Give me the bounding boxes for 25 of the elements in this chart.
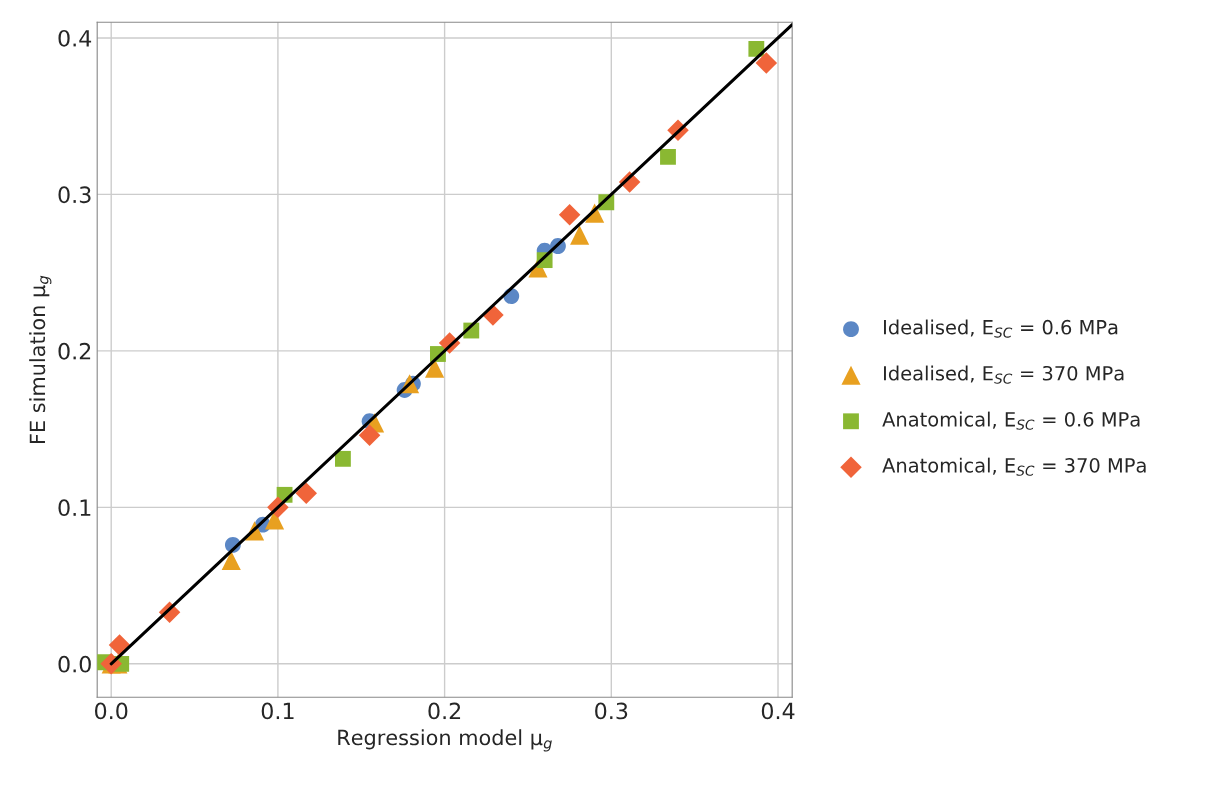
point bbox=[335, 450, 351, 467]
legend-label: Idealised, E$_{SC}$ = 0.6 MPa bbox=[884, 319, 1118, 338]
x-tick-label: 0.3 bbox=[595, 702, 628, 720]
legend-label: Anatomical, E$_{SC}$ = 370 MPa bbox=[882, 457, 1146, 476]
x-tick-label: 0.1 bbox=[261, 702, 294, 720]
point bbox=[660, 148, 676, 165]
x-tick-label: 0.4 bbox=[761, 702, 795, 720]
x-tick-label: 0.2 bbox=[428, 702, 461, 720]
point bbox=[755, 52, 778, 74]
y-axis-title: FE simulation μ$_{g}$ bbox=[29, 275, 52, 443]
legend-label: Idealised, E$_{SC}$ = 370 MPa bbox=[884, 365, 1124, 384]
point bbox=[295, 482, 317, 505]
point bbox=[570, 225, 590, 245]
y-tick-label: 0.3 bbox=[58, 186, 91, 204]
point bbox=[358, 424, 381, 447]
x-axis-title: Regression model μ$_{g}$ bbox=[338, 729, 552, 752]
y-tick-label: 0.0 bbox=[58, 655, 91, 673]
point bbox=[221, 550, 241, 571]
y-tick-label: 0.1 bbox=[58, 499, 91, 517]
legend-label: Anatomical, E$_{SC}$ = 0.6 MPa bbox=[882, 411, 1140, 430]
point bbox=[108, 634, 131, 656]
x-tick-label: 0.0 bbox=[95, 702, 128, 720]
y-tick-label: 0.2 bbox=[58, 342, 91, 360]
y-tick-label: 0.4 bbox=[58, 29, 92, 47]
point bbox=[558, 203, 581, 226]
